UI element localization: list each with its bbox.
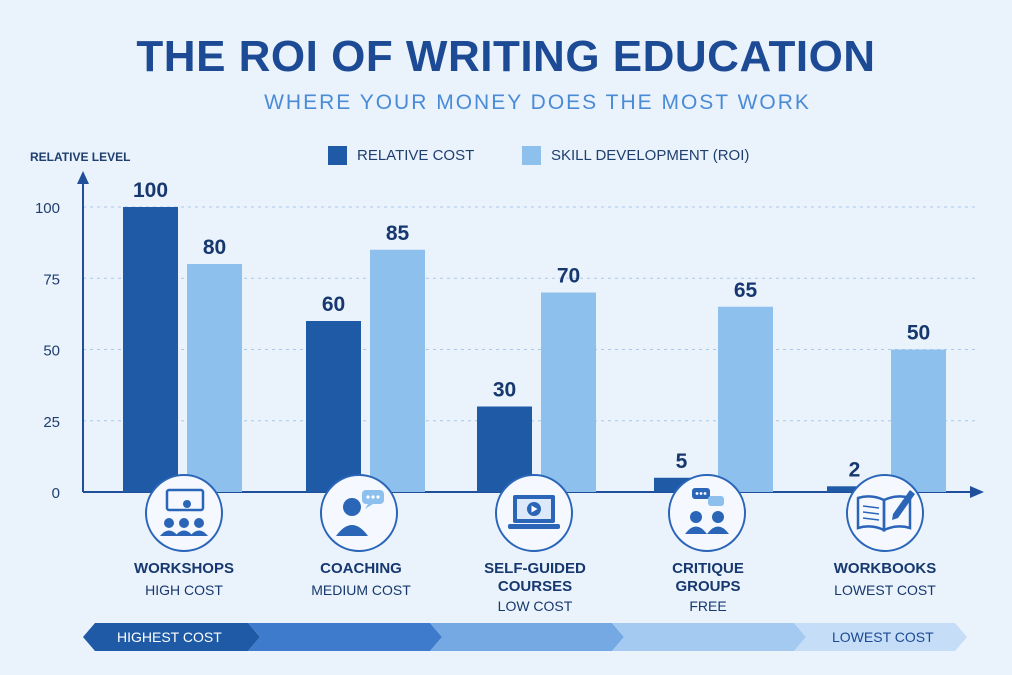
bar-roi-1 — [187, 264, 242, 492]
category-name-line-1: SELF-GUIDED — [484, 560, 586, 577]
presenter-icon — [145, 474, 223, 552]
category-cost-label: MEDIUM COST — [311, 582, 411, 598]
bar-cost-1 — [123, 207, 178, 492]
chart-title: THE ROI OF WRITING EDUCATION — [136, 32, 876, 81]
cost-scale-right-label: LOWEST COST — [832, 629, 934, 645]
data-label-roi-2: 85 — [386, 222, 410, 245]
category-cost-label: LOW COST — [497, 598, 573, 614]
data-label-roi-1: 80 — [203, 236, 226, 259]
category-label-self-guided-courses: SELF-GUIDED COURSES LOW COST — [460, 560, 610, 614]
data-label-roi-3: 70 — [557, 265, 580, 288]
category-name-line-2: GROUPS — [675, 578, 741, 595]
data-label-cost-3: 30 — [493, 379, 516, 402]
cost-scale-left-label: HIGHEST COST — [117, 629, 222, 645]
y-tick-label-100: 100 — [35, 200, 60, 217]
category-name: COACHING — [320, 560, 402, 577]
category-name: WORKBOOKS — [833, 560, 937, 577]
y-axis-label: RELATIVE LEVEL — [30, 150, 131, 164]
cost-scale-segment-4 — [612, 623, 806, 651]
data-label-roi-4: 65 — [734, 279, 758, 302]
data-label-cost-4: 5 — [676, 450, 688, 473]
category-label-workshops: WORKSHOPS HIGH COST — [109, 560, 259, 598]
coaching-icon — [320, 474, 398, 552]
critique-group-icon — [668, 474, 746, 552]
bar-roi-4 — [718, 306, 773, 492]
category-label-workbooks: WORKBOOKS LOWEST COST — [810, 560, 960, 598]
legend-label-roi: SKILL DEVELOPMENT (ROI) — [551, 147, 750, 164]
y-tick-label-0: 0 — [52, 485, 60, 502]
cost-scale-segment-3 — [430, 623, 624, 651]
cost-scale-segment-2 — [248, 623, 442, 651]
cost-scale-segment-5 — [794, 623, 967, 651]
y-axis-arrow — [77, 171, 89, 184]
category-name: WORKSHOPS — [133, 560, 234, 577]
data-label-cost-5: 2 — [849, 458, 861, 481]
category-cost-label: LOWEST COST — [834, 582, 936, 598]
y-tick-label-50: 50 — [43, 343, 60, 360]
category-name-line-1: CRITIQUE — [672, 560, 744, 577]
y-tick-label-25: 25 — [43, 414, 60, 431]
video-course-icon — [495, 474, 573, 552]
legend-swatch-cost — [328, 146, 347, 165]
bar-cost-2 — [306, 321, 361, 492]
cost-scale-segment-1 — [83, 623, 260, 651]
y-tick-label-75: 75 — [43, 271, 60, 288]
workbook-icon — [846, 474, 924, 552]
data-label-cost-2: 60 — [322, 293, 345, 316]
data-label-roi-5: 50 — [907, 322, 930, 345]
category-label-critique-groups: CRITIQUE GROUPS FREE — [633, 560, 783, 614]
legend-swatch-roi — [522, 146, 541, 165]
bar-roi-5 — [891, 349, 946, 492]
category-cost-label: FREE — [689, 598, 727, 614]
x-axis-arrow — [970, 486, 984, 498]
legend-label-cost: RELATIVE COST — [357, 147, 475, 164]
category-label-coaching: COACHING MEDIUM COST — [286, 560, 436, 598]
chart-subtitle: WHERE YOUR MONEY DOES THE MOST WORK — [264, 91, 811, 114]
category-name-line-2: COURSES — [497, 578, 573, 595]
bar-roi-3 — [541, 292, 596, 492]
category-cost-label: HIGH COST — [145, 582, 223, 598]
data-label-cost-1: 100 — [133, 179, 168, 202]
bar-roi-2 — [370, 249, 425, 492]
